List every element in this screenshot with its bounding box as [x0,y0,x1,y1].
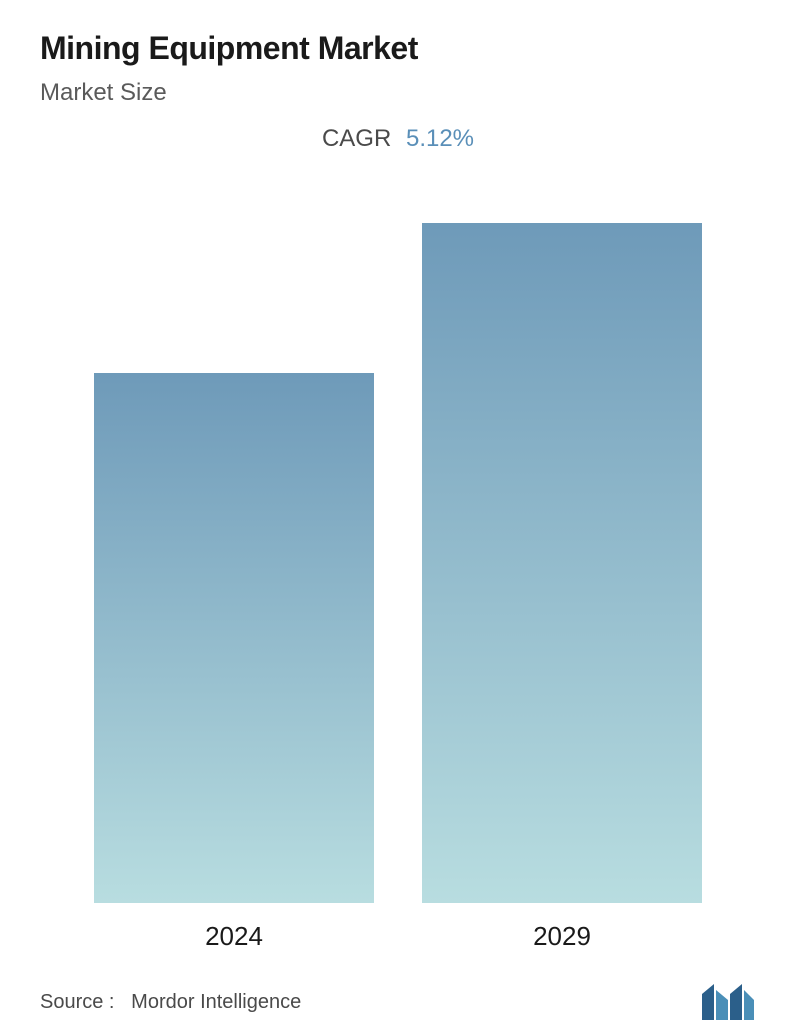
cagr-label: CAGR [322,125,391,152]
cagr-value: 5.12% [406,125,474,152]
bar-chart: 2024 2029 [40,163,756,952]
footer: Source : Mordor Intelligence [40,972,756,1022]
bar-group-2024: 2024 [94,373,374,952]
source-text: Source : Mordor Intelligence [40,991,301,1014]
source-label: Source : [40,991,114,1013]
brand-logo-icon [700,982,756,1022]
bar-2024 [94,373,374,903]
bar-label-2024: 2024 [205,921,263,952]
page-title: Mining Equipment Market [40,30,756,67]
cagr-row: CAGR 5.12% [40,125,756,153]
bar-group-2029: 2029 [422,223,702,952]
chart-container: Mining Equipment Market Market Size CAGR… [0,0,796,1034]
page-subtitle: Market Size [40,79,756,107]
bar-2029 [422,223,702,903]
source-name: Mordor Intelligence [131,991,301,1013]
bar-label-2029: 2029 [533,921,591,952]
